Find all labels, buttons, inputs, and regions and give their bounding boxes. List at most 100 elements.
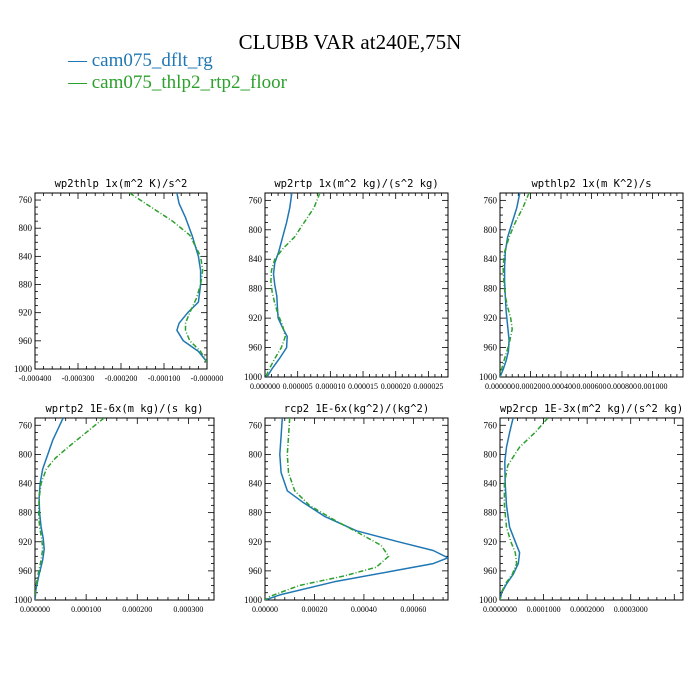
y-tick-label: 800 — [484, 449, 498, 459]
y-tick-label: 880 — [249, 284, 263, 294]
y-tick-label: 760 — [249, 195, 263, 205]
panel-3: wprtp2 1E-6x(m kg)/(s kg) 760 800 840 880 920… — [14, 403, 215, 614]
x-tick-label: 0.000025 — [413, 382, 443, 391]
y-tick-label: 880 — [19, 508, 33, 518]
panel-title: rcp2 1E-6x(kg^2)/(kg^2) — [284, 403, 429, 415]
series-line-dflt — [500, 193, 521, 377]
series-line-dflt — [500, 418, 521, 600]
x-tick-label: 0.000015 — [348, 382, 378, 391]
panel-frame — [499, 192, 684, 378]
series-line-dflt — [265, 418, 448, 600]
y-tick-label: 960 — [484, 566, 498, 576]
x-tick-label: 0.000600 — [577, 382, 607, 391]
x-tick-label: 0.000400 — [546, 382, 576, 391]
x-tick-label: 0.00000 — [252, 605, 278, 614]
y-tick-label: 960 — [249, 566, 263, 576]
series-line-dflt — [266, 193, 293, 377]
panel-1: wp2rtp 1x(m^2 kg)/(s^2 kg) 760 800 840 880 92… — [244, 178, 449, 391]
y-tick-label: 880 — [19, 280, 33, 290]
y-tick-label: 840 — [484, 479, 498, 489]
panel-4: rcp2 1E-6x(kg^2)/(kg^2) 760 800 840 880 920 96… — [244, 403, 449, 614]
y-tick-label: 960 — [19, 336, 33, 346]
x-tick-label: 0.0002000 — [570, 605, 604, 614]
x-tick-label: 0.000005 — [283, 382, 313, 391]
panel-frame — [34, 417, 215, 601]
page-title: CLUBB VAR at240E,75N — [238, 30, 462, 54]
y-tick-label: 760 — [484, 195, 498, 205]
series-line-floor — [35, 418, 105, 600]
panel-2: wpthlp2 1x(m K^2)/s 760 800 840 880 920 960 100… — [479, 178, 684, 391]
series-line-floor — [129, 193, 207, 363]
x-tick-label: 0.000010 — [315, 382, 345, 391]
panel-frame — [34, 192, 208, 370]
x-tick-label: 0.0001000 — [527, 605, 561, 614]
panel-title: wp2rcp 1E-3x(m^2 kg)/(s^2 kg) — [500, 403, 683, 415]
y-tick-label: 960 — [19, 566, 33, 576]
legend-entry-floor: — cam075_thlp2_rtp2_floor — [68, 72, 287, 93]
series-line-dflt — [176, 193, 207, 363]
x-tick-label: -0.000000 — [191, 374, 224, 383]
y-tick-label: 920 — [19, 308, 33, 318]
y-tick-label: 1000 — [244, 372, 263, 382]
y-tick-label: 1000 — [14, 364, 33, 374]
y-tick-label: 1000 — [14, 595, 33, 605]
y-tick-label: 800 — [19, 449, 33, 459]
y-tick-label: 760 — [484, 420, 498, 430]
panel-frame — [264, 192, 449, 378]
y-tick-label: 960 — [249, 343, 263, 353]
x-tick-label: 0.00020 — [301, 605, 327, 614]
panel-title: wpthlp2 1x(m K^2)/s — [531, 178, 651, 190]
x-tick-label: 0.000000 — [250, 382, 280, 391]
series-line-floor — [500, 418, 549, 600]
y-tick-label: 760 — [249, 420, 263, 430]
x-tick-label: 0.0000000 — [483, 605, 517, 614]
y-tick-label: 760 — [19, 195, 33, 205]
series-line-floor — [265, 418, 390, 600]
panel-title: wprtp2 1E-6x(m kg)/(s kg) — [45, 403, 203, 415]
y-tick-label: 800 — [19, 223, 33, 233]
series-line-floor — [265, 193, 321, 377]
x-tick-label: 0.000800 — [607, 382, 637, 391]
x-tick-label: -0.000200 — [105, 374, 138, 383]
y-tick-label: 920 — [19, 537, 33, 547]
x-tick-label: -0.000100 — [148, 374, 181, 383]
x-tick-label: -0.000300 — [62, 374, 95, 383]
x-tick-label: 0.00040 — [351, 605, 377, 614]
x-tick-label: 0.0003000 — [614, 605, 648, 614]
legend-entry-dflt: — cam075_dflt_rg — [68, 50, 213, 71]
y-tick-label: 880 — [484, 284, 498, 294]
x-tick-label: -0.000400 — [19, 374, 52, 383]
y-tick-label: 1000 — [244, 595, 263, 605]
x-tick-label: 0.001000 — [638, 382, 668, 391]
panel-frame — [499, 417, 684, 601]
y-tick-label: 800 — [249, 449, 263, 459]
y-tick-label: 800 — [484, 225, 498, 235]
y-tick-label: 840 — [19, 251, 33, 261]
y-tick-label: 760 — [19, 420, 33, 430]
panel-5: wp2rcp 1E-3x(m^2 kg)/(s^2 kg)760 800 840 88… — [479, 403, 684, 614]
x-tick-label: 0.000200 — [122, 605, 152, 614]
y-tick-label: 840 — [249, 479, 263, 489]
panel-title: wp2rtp 1x(m^2 kg)/(s^2 kg) — [274, 178, 438, 190]
y-tick-label: 840 — [249, 254, 263, 264]
y-tick-label: 880 — [249, 508, 263, 518]
y-tick-label: 920 — [249, 313, 263, 323]
panel-0: wp2thlp 1x(m^2 K)/s^2 760 800 840 880 920 960 1… — [14, 178, 223, 383]
y-tick-label: 920 — [484, 313, 498, 323]
y-tick-label: 920 — [484, 537, 498, 547]
y-tick-label: 960 — [484, 343, 498, 353]
y-tick-label: 880 — [484, 508, 498, 518]
series-line-dflt — [35, 418, 64, 600]
x-tick-label: 0.000100 — [71, 605, 101, 614]
panel-frame — [264, 417, 449, 601]
x-tick-label: 0.000300 — [173, 605, 203, 614]
y-tick-label: 840 — [19, 479, 33, 489]
x-tick-label: 0.000020 — [381, 382, 411, 391]
x-tick-label: 0.000000 — [485, 382, 515, 391]
series-line-floor — [500, 193, 530, 377]
y-tick-label: 1000 — [479, 595, 498, 605]
x-tick-label: 0.000200 — [516, 382, 546, 391]
x-tick-label: 0.00060 — [400, 605, 426, 614]
y-tick-label: 1000 — [479, 372, 498, 382]
